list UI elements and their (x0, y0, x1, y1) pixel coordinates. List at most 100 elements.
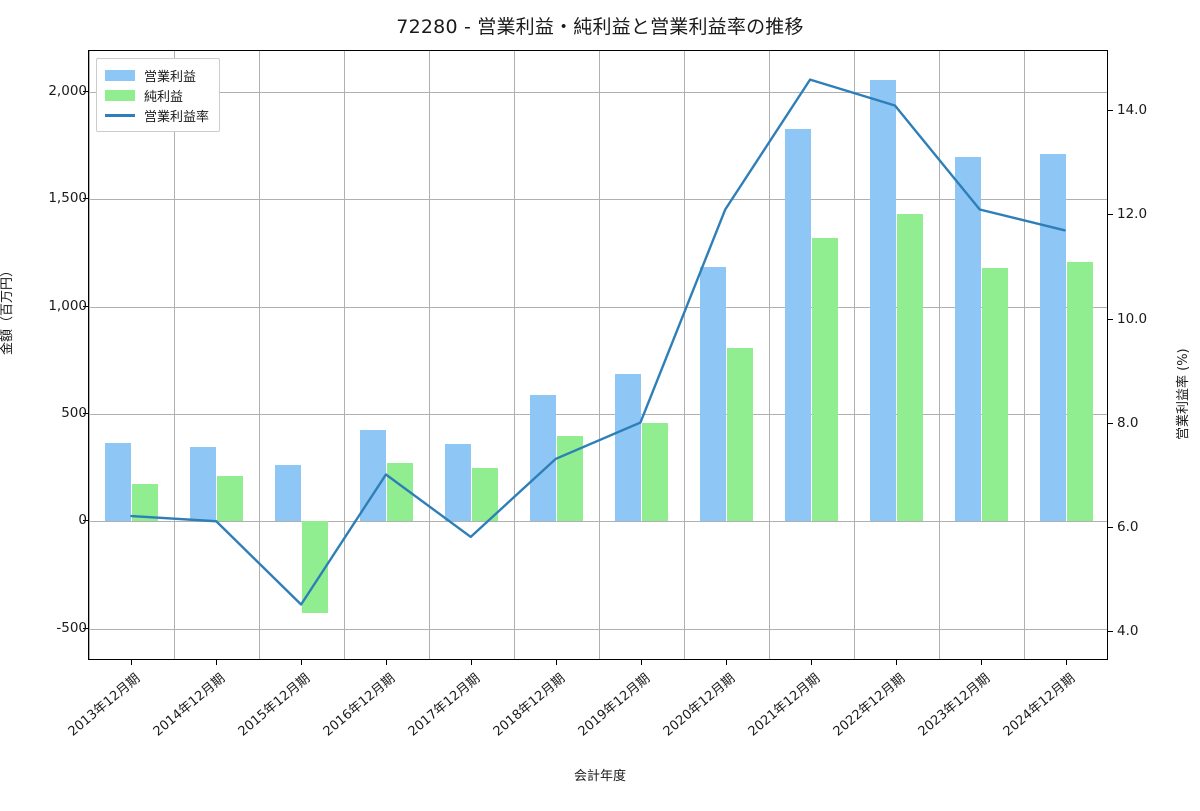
y-axis-tick-label-left: 0 (78, 512, 87, 529)
bar-operating-profit (955, 157, 981, 522)
x-axis-tickmark (470, 660, 472, 665)
x-axis-tick-label: 2023年12月期 (915, 671, 993, 740)
y-axis-tickmark-right (1108, 214, 1113, 216)
y-axis-tick-label-right: 4.0 (1117, 623, 1139, 640)
y-axis-tickmark-left (83, 90, 88, 92)
bar-operating-profit (615, 374, 641, 522)
x-axis-tick-label: 2017年12月期 (405, 671, 483, 740)
y-axis-tickmark-right (1108, 631, 1113, 633)
bar-net-profit (1067, 261, 1093, 522)
y-axis-tickmark-right (1108, 318, 1113, 320)
gridline-vertical (174, 51, 175, 659)
legend-item-operating-margin: 営業利益率 (105, 105, 209, 125)
bar-operating-profit (700, 266, 726, 522)
gridline-horizontal (89, 306, 1107, 308)
gridline-vertical (89, 51, 90, 659)
x-axis-tick-label: 2014年12月期 (150, 671, 228, 740)
y-axis-tickmark-right (1108, 527, 1113, 529)
y-axis-tick-label-left: -500 (56, 619, 87, 636)
chart-title: 72280 - 営業利益・純利益と営業利益率の推移 (396, 16, 804, 38)
gridline-horizontal (89, 521, 1107, 523)
x-axis-tickmark (810, 660, 812, 665)
y-axis-tickmark-left (83, 198, 88, 200)
bar-net-profit (472, 467, 498, 522)
plot-clip (89, 51, 1107, 659)
y-axis-tick-label-left: 1,000 (48, 297, 87, 314)
gridline-vertical (769, 51, 770, 659)
gridline-horizontal (89, 91, 1107, 93)
y-axis-tick-label-left: 2,000 (48, 82, 87, 99)
y-axis-tick-label-right: 10.0 (1117, 310, 1148, 327)
bar-net-profit (217, 476, 243, 522)
bar-operating-profit (275, 465, 301, 522)
y-axis-tick-label-left: 1,500 (48, 190, 87, 207)
x-axis-label: 会計年度 (573, 769, 626, 784)
gridline-vertical (939, 51, 940, 659)
y-axis-tickmark-left (83, 520, 88, 522)
y-axis-tickmark-left (83, 627, 88, 629)
bar-net-profit (897, 214, 923, 522)
bar-net-profit (812, 237, 838, 522)
x-axis-tickmark (640, 660, 642, 665)
legend-label-net-profit: 純利益 (144, 89, 184, 105)
bar-operating-profit (530, 394, 556, 522)
gridline-vertical (599, 51, 600, 659)
x-axis-tick-label: 2020年12月期 (660, 671, 738, 740)
gridline-vertical (514, 51, 515, 659)
y-axis-label-right: 営業利益率 (%) (1176, 348, 1191, 440)
bar-operating-profit (785, 128, 811, 522)
x-axis-tickmark (895, 660, 897, 665)
y-axis-tickmark-left (83, 413, 88, 414)
bar-net-profit (642, 423, 668, 522)
x-axis-tick-label: 2018年12月期 (490, 671, 568, 740)
gridline-vertical (344, 51, 345, 659)
bar-operating-profit (1040, 153, 1066, 522)
x-axis-tickmark (385, 660, 387, 665)
operating-margin-line (130, 78, 1066, 606)
plot-area (88, 50, 1108, 660)
gridline-horizontal (89, 414, 1107, 415)
y-axis-tick-label-right: 12.0 (1117, 206, 1148, 223)
legend-item-net-profit: 純利益 (105, 85, 209, 105)
gridline-vertical (429, 51, 430, 659)
gridline-vertical (1024, 51, 1025, 659)
x-axis-tickmark (980, 660, 982, 665)
y-axis-tick-label-left: 500 (61, 405, 87, 421)
x-axis-tickmark (1065, 660, 1067, 665)
y-axis-tick-label-right: 6.0 (1117, 519, 1139, 536)
legend-swatch-net-profit (105, 89, 135, 101)
gridline-horizontal (89, 199, 1107, 201)
bar-operating-profit (445, 443, 471, 522)
bar-net-profit (727, 348, 753, 522)
y-axis-tickmark-left (83, 305, 88, 307)
legend-label-operating-margin: 営業利益率 (144, 109, 210, 125)
legend-swatch-operating-margin (105, 113, 135, 117)
bar-operating-profit (190, 446, 216, 522)
bar-operating-profit (105, 443, 131, 522)
x-axis-tickmark (725, 660, 727, 665)
x-axis-tick-label: 2021年12月期 (745, 671, 823, 740)
y-axis-tickmark-right (1108, 422, 1113, 424)
x-axis-tick-label: 2016年12月期 (320, 671, 398, 740)
x-axis-tickmark (555, 660, 557, 665)
gridline-horizontal (89, 628, 1107, 630)
bar-net-profit (132, 484, 158, 522)
legend-item-operating-profit: 営業利益 (105, 65, 209, 85)
x-axis-tick-label: 2022年12月期 (830, 671, 908, 740)
gridline-vertical (684, 51, 685, 659)
x-axis-tick-label: 2015年12月期 (235, 671, 313, 740)
chart-legend: 営業利益 純利益 営業利益率 (96, 58, 221, 132)
legend-swatch-operating-profit (105, 69, 135, 81)
x-axis-tickmark (215, 660, 217, 665)
bar-operating-profit (870, 80, 896, 522)
legend-label-operating-profit: 営業利益 (144, 69, 197, 85)
x-axis-tick-label: 2019年12月期 (575, 671, 653, 740)
gridline-vertical (854, 51, 855, 659)
y-axis-tickmark-right (1108, 110, 1113, 111)
y-axis-tick-label-right: 14.0 (1117, 102, 1148, 118)
gridline-vertical (259, 51, 260, 659)
x-axis-tickmark (300, 660, 302, 665)
x-axis-tickmark (130, 660, 132, 665)
y-axis-tick-label-right: 8.0 (1117, 414, 1139, 431)
